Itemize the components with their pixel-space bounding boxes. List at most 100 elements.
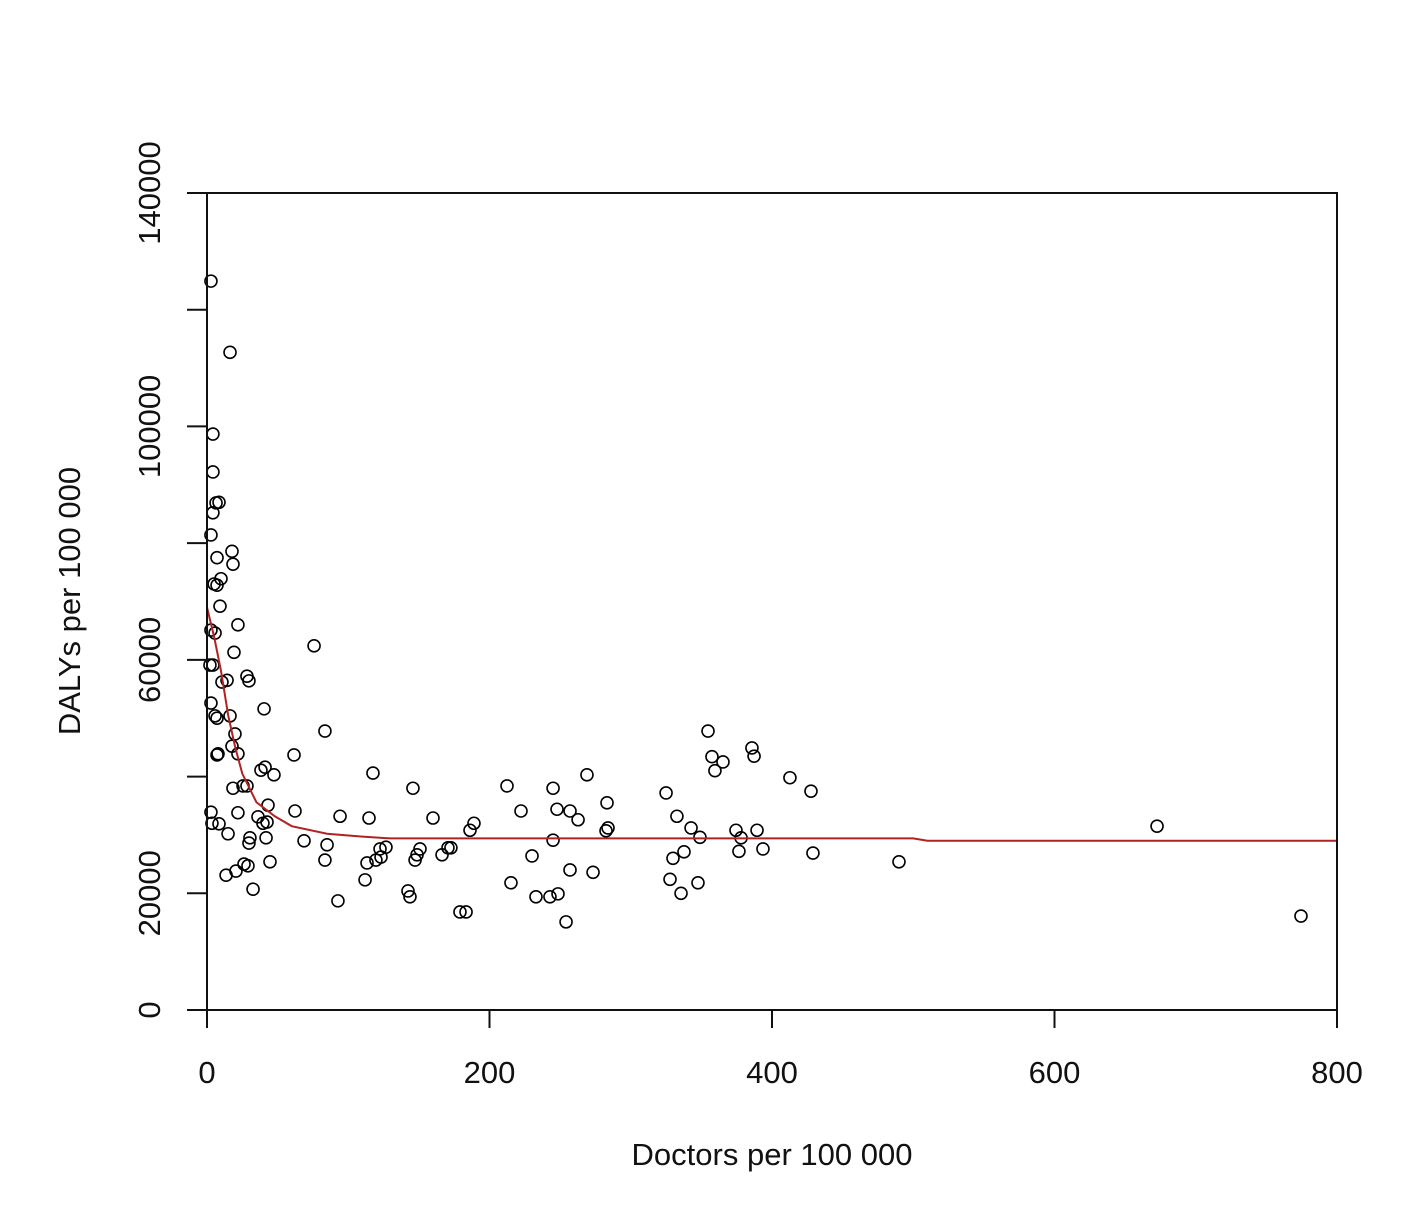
data-point [691,875,705,890]
data-point [204,805,218,819]
data-point [242,674,256,688]
data-point [242,836,256,850]
data-point [599,824,613,838]
data-point [203,658,217,672]
data-point [444,840,458,855]
data-point [258,760,272,775]
data-point [241,859,255,873]
data-point [259,831,273,845]
data-point [318,724,332,738]
y-tick-label: 20000 [132,850,167,936]
data-point [220,673,234,688]
data-point [231,805,245,820]
data-point [659,786,673,800]
data-point [756,842,770,856]
data-point [543,889,557,904]
data-point [732,844,746,859]
plot-marks [203,274,1337,929]
data-point [240,779,254,793]
data-point [666,851,680,866]
plot-frame [206,192,1338,1011]
data-point [226,557,240,571]
data-point [307,639,321,653]
data-point [297,833,311,848]
data-point [366,766,380,780]
data-point [693,830,707,845]
data-point [708,763,722,778]
data-point [210,748,224,762]
data-point [514,804,528,818]
data-point [318,853,332,867]
data-point [205,816,219,831]
data-point [257,702,271,716]
data-point [246,882,260,897]
data-point [210,711,224,726]
data-point [204,274,218,288]
data-point [254,763,268,777]
data-point [410,847,424,862]
data-point [208,709,222,723]
data-point [263,854,277,869]
data-point [379,840,393,854]
data-point [288,804,302,818]
data-point [747,749,761,763]
data-point [600,796,614,810]
data-point [563,804,577,818]
data-point [663,872,677,887]
data-point [453,905,467,919]
data-point [331,894,345,908]
data-point [674,886,688,901]
data-point [219,868,233,882]
data-point [670,809,684,824]
data-point [261,798,275,812]
data-point [210,578,224,592]
data-point [504,875,518,890]
data-point [227,645,241,660]
data-point [333,809,347,824]
data-point [226,781,240,796]
x-tick-label: 0 [198,1055,215,1090]
data-point [783,770,797,785]
data-point [267,768,281,782]
y-tick-label: 140000 [132,141,167,244]
data-point [550,802,564,817]
y-axis-title: DALYs per 100 000 [52,467,87,735]
x-axis: 0 200 400 600 800 [198,1009,1363,1090]
data-point [206,658,220,672]
data-point [750,823,764,838]
data-point [806,846,820,860]
data-point [213,599,227,613]
data-point [500,779,514,793]
data-point [580,768,594,782]
x-tick-label: 400 [746,1055,798,1090]
data-point [892,854,906,869]
data-point [546,781,560,796]
data-point [804,784,818,798]
data-point [563,863,577,877]
data-point [1150,819,1164,833]
data-point [745,741,759,755]
data-point [362,811,376,825]
data-point [401,884,415,898]
data-point [546,833,560,847]
data-point [684,821,698,835]
data-point [206,465,220,479]
data-point [221,826,235,841]
data-point [701,724,715,738]
data-point [210,550,224,565]
data-point [586,865,600,880]
data-point [211,747,225,761]
fit-line [206,607,1337,842]
data-point [204,528,218,542]
data-point [225,544,239,559]
data-point [677,845,691,859]
x-tick-label: 800 [1311,1055,1363,1090]
x-axis-title: Doctors per 100 000 [632,1137,913,1172]
data-point [204,696,218,710]
data-point [406,781,420,796]
y-tick-label: 60000 [132,617,167,703]
y-tick-label: 100000 [132,375,167,478]
data-point [571,812,585,827]
x-tick-label: 600 [1029,1055,1081,1090]
